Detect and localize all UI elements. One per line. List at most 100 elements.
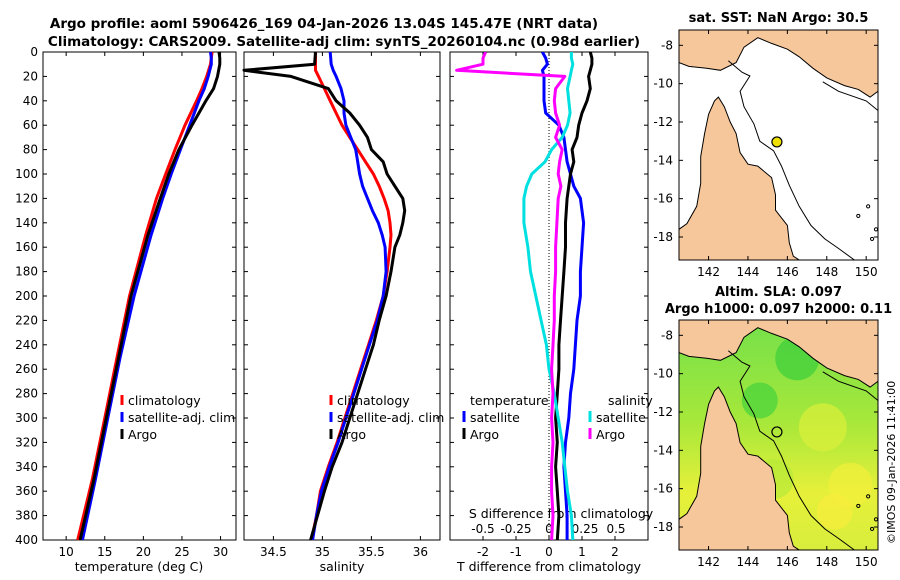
y-tick-label: 120 <box>15 191 38 205</box>
legend-label: satellite <box>596 410 646 425</box>
series-line-s-argo <box>455 52 567 540</box>
x-tick-label: 15 <box>97 545 112 559</box>
depth-contour <box>727 350 855 550</box>
y-tick-label: 240 <box>15 338 38 352</box>
map-y-tick-label: -16 <box>653 192 673 206</box>
x-tick-label-salinity: 0 <box>545 522 553 536</box>
map-y-tick-label: -12 <box>653 405 673 419</box>
y-tick-label: 140 <box>15 216 38 230</box>
argo-float-marker <box>771 426 783 438</box>
legend-label: satellite-adj. clim <box>128 410 235 425</box>
map-x-tick-label: 144 <box>737 265 760 279</box>
x-tick-label-salinity: 0.25 <box>572 522 599 536</box>
series-line-argo <box>78 51 222 541</box>
map-content <box>679 320 878 550</box>
panels: 0204060801001201401601802002202402602803… <box>15 11 892 574</box>
series-line-argo <box>242 51 407 541</box>
map-y-tick-label: -8 <box>661 38 673 52</box>
x-tick-label: 35 <box>315 545 330 559</box>
x-tick-label: 30 <box>213 545 228 559</box>
x-tick-label: 10 <box>59 545 74 559</box>
map-x-tick-label: 148 <box>815 555 838 569</box>
plot-frame <box>42 51 237 541</box>
map-x-tick-label: 148 <box>815 265 838 279</box>
y-tick-label: 360 <box>15 484 38 498</box>
y-tick-label: 260 <box>15 362 38 376</box>
land-cape-york <box>679 386 801 550</box>
legend-title-salinity: salinity <box>608 393 653 408</box>
y-tick-label: 0 <box>30 45 38 59</box>
legend-label: climatology <box>337 393 410 408</box>
y-tick-label: 200 <box>15 289 38 303</box>
y-tick-label: 400 <box>15 533 38 547</box>
y-tick-label: 20 <box>23 69 38 83</box>
y-tick-label: 40 <box>23 94 38 108</box>
x-axis-label: T difference from climatology <box>456 559 642 574</box>
x-tick-label-salinity: -0.5 <box>471 522 494 536</box>
island <box>869 236 875 242</box>
map-y-tick-label: -18 <box>653 520 673 534</box>
map-content <box>679 30 878 260</box>
x-tick-label: 25 <box>174 545 189 559</box>
profile-panel-salinity: 34.5 35 35.5 36 salinity climatology satellite… <box>242 51 444 574</box>
land-papua <box>679 320 878 388</box>
series-line-s-satellite <box>522 52 575 540</box>
y-tick-label: 100 <box>15 167 38 181</box>
y-tick-label: 60 <box>23 118 38 132</box>
y-tick-label: 280 <box>15 387 38 401</box>
plot-frame <box>243 51 441 541</box>
land-cape-york <box>679 96 801 260</box>
sla-patch <box>798 403 847 452</box>
x-tick-label: 0 <box>545 545 553 559</box>
map-y-tick-label: -14 <box>653 153 673 167</box>
legend-label: Argo <box>596 427 625 442</box>
y-tick-label: 160 <box>15 240 38 254</box>
map-y-tick-label: -14 <box>653 443 673 457</box>
x-axis-label: temperature (deg C) <box>75 559 204 574</box>
x-tick-label: 20 <box>136 545 151 559</box>
x-tick-label: 36 <box>413 545 428 559</box>
legend-label: satellite <box>470 410 520 425</box>
map-title: Altim. SLA: 0.097 <box>715 285 842 300</box>
x-tick-label: 2 <box>611 545 619 559</box>
depth-contour <box>822 81 878 111</box>
legend-title-temperature: temperature <box>470 393 549 408</box>
depth-contour <box>727 60 855 260</box>
profile-panel-temperature: 0 20 40 60 80 100 120 140 160 180 200 220 240 260 280 3… <box>15 45 237 574</box>
x-tick-label: -2 <box>477 545 489 559</box>
map-title: sat. SST: NaN Argo: 30.5 <box>689 11 869 26</box>
x-tick-label: 35.5 <box>358 545 385 559</box>
y-tick-label: 380 <box>15 509 38 523</box>
island <box>856 503 861 509</box>
sla-patch <box>816 493 853 530</box>
x-tick-label-salinity: 0.5 <box>606 522 625 536</box>
map-y-tick-label: -10 <box>653 367 673 381</box>
legend-label: satellite-adj. clim <box>337 410 444 425</box>
legend-label: Argo <box>128 427 157 442</box>
map-y-tick-label: -10 <box>653 77 673 91</box>
legend-label: climatology <box>128 393 201 408</box>
island <box>869 526 875 532</box>
island <box>866 494 871 499</box>
map-panel-sst: 142 144 146 148 150 -8 -10 -12 -14 -16 -18 sat. SST… <box>653 11 879 279</box>
map-y-tick-label: -8 <box>661 328 673 342</box>
series-line-t-satellite <box>540 52 586 540</box>
map-x-tick-label: 150 <box>855 555 878 569</box>
island <box>866 204 871 209</box>
x-tick-label: 1 <box>578 545 586 559</box>
figure-title-line2: Climatology: CARS2009. Satellite-adj cli… <box>48 34 640 50</box>
depth-contour <box>822 371 878 401</box>
y-tick-label: 340 <box>15 460 38 474</box>
legend-label: Argo <box>470 427 499 442</box>
map-x-tick-label: 142 <box>697 555 720 569</box>
y-tick-label: 220 <box>15 313 38 327</box>
imos-footer: ©IMOS 09-Jan-2026 11:41:00 <box>885 381 898 544</box>
map-panel-sla: 142 144 146 148 150 -8 -10 -12 -14 -16 -18 Altim. S… <box>653 285 892 569</box>
legend-label: Argo <box>337 427 366 442</box>
x-axis-label-salinity: S difference from climatology <box>469 506 654 521</box>
map-title: Argo h1000: 0.097 h2000: 0.11 <box>665 302 892 317</box>
map-x-tick-label: 144 <box>737 555 760 569</box>
x-tick-label-salinity: -0.25 <box>500 522 531 536</box>
sla-patch <box>741 382 778 419</box>
